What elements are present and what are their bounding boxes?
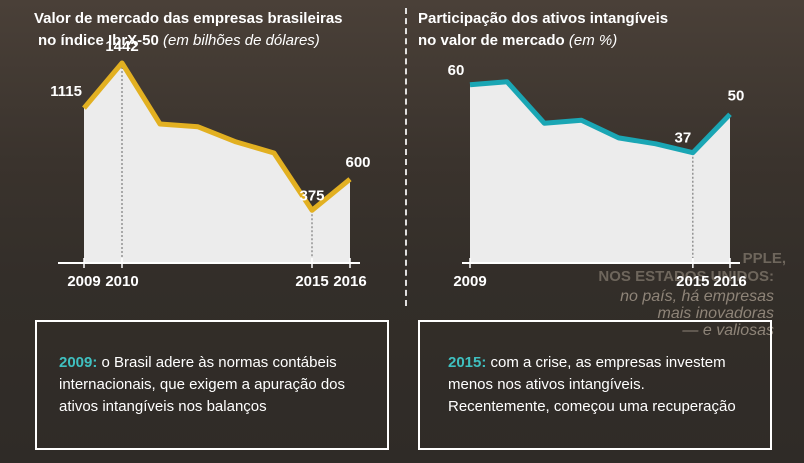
right-note-box: 2015: com a crise, as empresas investem …: [418, 320, 772, 450]
left-title-main: no índice IbrX-50: [38, 32, 159, 49]
left-x-tick-label-2009: 2009: [67, 273, 100, 290]
left-chart-title: Valor de mercado das empresas brasileira…: [34, 8, 343, 52]
right-x-tick-label-2009: 2009: [453, 273, 486, 290]
background-text-4: mais inovadoras: [657, 305, 775, 322]
background-text-5: — e valiosas: [682, 322, 774, 339]
left-x-tick-label-2015: 2015: [295, 273, 328, 290]
left-title-line1: Valor de mercado das empresas brasileira…: [34, 10, 343, 27]
left-x-tick-label-2016: 2016: [333, 273, 366, 290]
left-note-text: o Brasil adere às normas contábeis inter…: [59, 354, 346, 415]
right-series-line: [469, 79, 732, 156]
right-title-unit: (em %): [568, 32, 618, 49]
right-title-line1: Participação dos ativos intangíveis: [418, 10, 669, 27]
background-text-3: no país, há empresas: [620, 288, 774, 305]
left-series-line: [82, 60, 352, 213]
left-note-year: 2009:: [59, 354, 98, 371]
right-x-tick-label-2016: 2016: [713, 273, 746, 290]
left-note-box: 2009: o Brasil adere às normas contábeis…: [35, 320, 389, 450]
left-data-label-2016: 600: [345, 154, 370, 171]
right-title-main: no valor de mercado: [418, 32, 565, 49]
dashed-divider: [405, 8, 407, 306]
right-area: [470, 81, 730, 262]
left-title-line2: no índice IbrX-50 (em bilhões de dólares…: [34, 30, 343, 52]
left-data-label-2009: 1115: [50, 83, 82, 100]
right-chart-title: Participação dos ativos intangíveis no v…: [418, 8, 668, 52]
right-data-label-2015: 37: [675, 130, 692, 147]
background-text-2: NOS ESTADOS UNIDOS:: [598, 268, 774, 285]
left-title-unit: (em bilhões de dólares): [163, 32, 320, 49]
left-x-tick-label-2010: 2010: [105, 273, 138, 290]
left-data-label-2010: 1442: [105, 38, 138, 55]
right-data-label-2016: 50: [728, 87, 745, 104]
right-note-year: 2015:: [448, 354, 487, 371]
right-note-text: com a crise, as empresas investem menos …: [448, 354, 736, 415]
left-data-label-2015: 375: [299, 187, 324, 204]
left-area: [84, 63, 350, 262]
background-text-1: PPLE,: [742, 250, 786, 267]
right-data-label-2009: 60: [448, 62, 465, 79]
right-title-line2: no valor de mercado (em %): [418, 30, 668, 52]
right-x-tick-label-2015: 2015: [676, 273, 709, 290]
